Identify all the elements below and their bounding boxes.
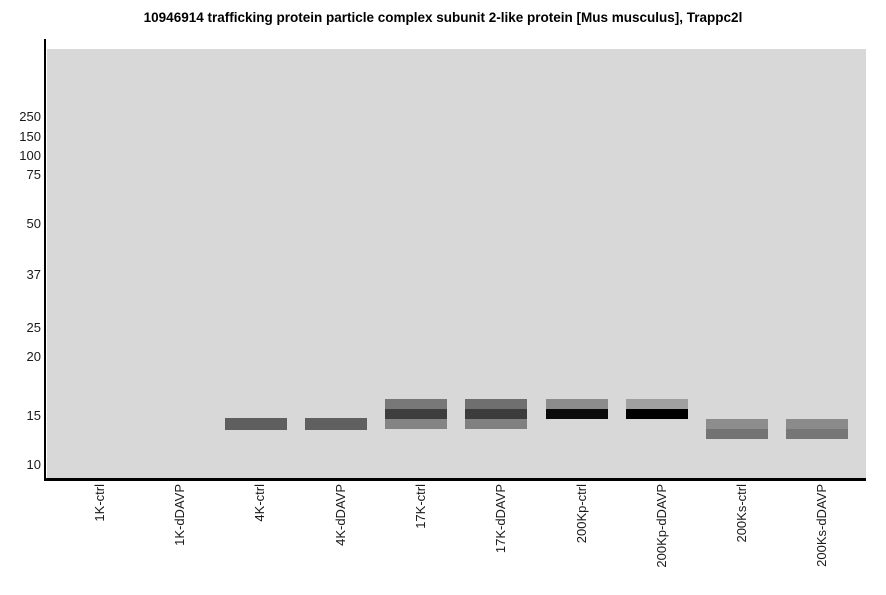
y-tick-label: 15 bbox=[26, 408, 41, 423]
gel-band bbox=[626, 399, 688, 409]
gel-band bbox=[546, 399, 608, 409]
x-axis-lane-label: 17K-dDAVP bbox=[493, 484, 508, 554]
y-axis-line bbox=[44, 39, 46, 481]
plot-area-background bbox=[47, 49, 866, 478]
y-tick-label: 250 bbox=[19, 109, 41, 124]
gel-band bbox=[385, 419, 447, 429]
gel-band bbox=[546, 409, 608, 419]
gel-band bbox=[385, 409, 447, 419]
gel-band bbox=[706, 429, 768, 439]
gel-band bbox=[786, 419, 848, 429]
x-axis-lane-label: 1K-dDAVP bbox=[172, 484, 187, 546]
y-tick-label: 25 bbox=[26, 320, 41, 335]
y-tick-label: 100 bbox=[19, 148, 41, 163]
x-axis-lane-label: 200Kp-dDAVP bbox=[654, 484, 669, 568]
x-axis-lane-label: 1K-ctrl bbox=[92, 484, 107, 522]
gel-band bbox=[225, 418, 287, 430]
y-tick-label: 10 bbox=[26, 457, 41, 472]
y-tick-label: 20 bbox=[26, 349, 41, 364]
gel-band bbox=[305, 418, 367, 430]
y-tick-label: 37 bbox=[26, 267, 41, 282]
gel-band bbox=[786, 429, 848, 439]
y-tick-label: 75 bbox=[26, 167, 41, 182]
x-axis-lane-label: 4K-dDAVP bbox=[333, 484, 348, 546]
chart-title: 10946914 trafficking protein particle co… bbox=[143, 10, 743, 25]
x-axis-lane-label: 200Ks-dDAVP bbox=[814, 484, 829, 567]
gel-band bbox=[465, 399, 527, 409]
gel-band bbox=[465, 419, 527, 429]
y-tick-label: 50 bbox=[26, 216, 41, 231]
x-axis-line bbox=[44, 478, 866, 481]
x-axis-lane-label: 4K-ctrl bbox=[252, 484, 267, 522]
x-axis-lane-label: 17K-ctrl bbox=[413, 484, 428, 529]
gel-band bbox=[385, 399, 447, 409]
gel-band bbox=[706, 419, 768, 429]
x-axis-lane-label: 200Kp-ctrl bbox=[574, 484, 589, 544]
gel-band bbox=[465, 409, 527, 419]
y-tick-label: 150 bbox=[19, 129, 41, 144]
x-axis-lane-label: 200Ks-ctrl bbox=[734, 484, 749, 543]
gel-band bbox=[626, 409, 688, 419]
